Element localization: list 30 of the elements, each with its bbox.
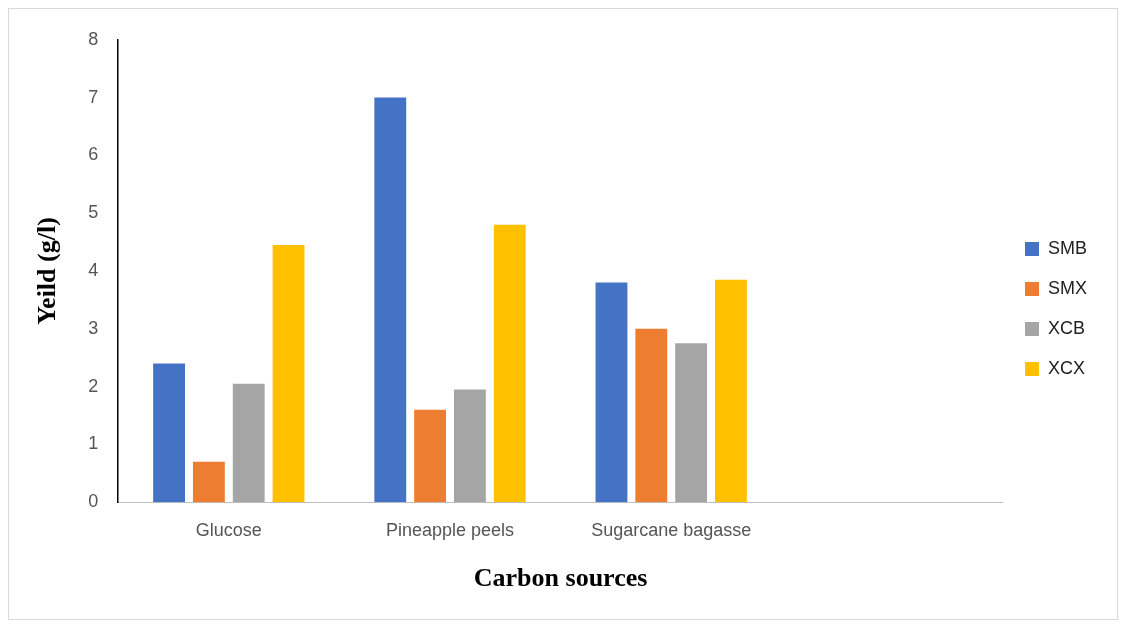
bar bbox=[595, 282, 628, 503]
bar bbox=[272, 244, 305, 503]
y-tick-label: 7 bbox=[88, 86, 99, 107]
y-tick-label: 2 bbox=[88, 375, 99, 396]
bar bbox=[493, 224, 526, 503]
bar bbox=[453, 389, 486, 503]
y-tick-label: 5 bbox=[88, 202, 99, 223]
bar bbox=[414, 409, 447, 503]
bar bbox=[675, 343, 708, 503]
y-tick-label: 4 bbox=[88, 259, 99, 280]
x-tick-label: Pineapple peels bbox=[385, 519, 515, 540]
y-tick-label: 0 bbox=[88, 491, 99, 512]
y-tick-label: 8 bbox=[88, 28, 99, 49]
bar bbox=[192, 461, 225, 503]
legend-label: XCX bbox=[1047, 357, 1086, 378]
bar bbox=[153, 363, 186, 503]
y-tick-label: 1 bbox=[88, 433, 99, 454]
y-axis-title: Yeild (g/l) bbox=[32, 217, 62, 325]
x-tick-label: Sugarcane bagasse bbox=[591, 519, 752, 540]
bar bbox=[232, 383, 265, 503]
bar bbox=[635, 328, 668, 503]
legend-label: SMB bbox=[1047, 237, 1088, 258]
legend-label: XCB bbox=[1047, 317, 1086, 338]
y-tick-label: 3 bbox=[88, 317, 99, 338]
bar bbox=[374, 97, 407, 503]
x-axis-title: Carbon sources bbox=[473, 563, 648, 593]
legend-label: SMX bbox=[1047, 277, 1088, 298]
x-tick-label: Glucose bbox=[195, 519, 262, 540]
y-tick-label: 6 bbox=[88, 144, 99, 165]
bar bbox=[715, 279, 747, 503]
